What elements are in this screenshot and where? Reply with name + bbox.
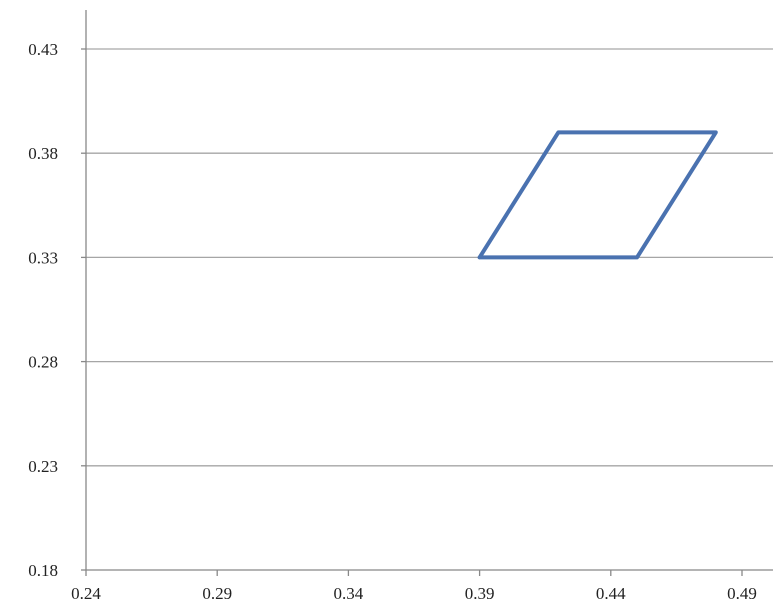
series-layer bbox=[477, 130, 718, 260]
axes bbox=[81, 10, 773, 576]
series-point bbox=[479, 256, 481, 258]
series-line bbox=[477, 130, 718, 260]
y-tick-label: 0.18 bbox=[28, 561, 58, 580]
tick-labels: 0.18 0.23 0.28 0.33 0.38 0.43 0.24 0.29 0.34 0.39… bbox=[28, 40, 757, 603]
x-tick-label: 0.24 bbox=[71, 584, 101, 603]
y-tick-label: 0.43 bbox=[28, 40, 58, 59]
gridlines bbox=[86, 48, 773, 467]
x-tick-label: 0.39 bbox=[465, 584, 495, 603]
x-tick-label: 0.44 bbox=[596, 584, 626, 603]
series-point bbox=[715, 131, 717, 133]
x-tick-label: 0.29 bbox=[202, 584, 232, 603]
y-tick-label: 0.38 bbox=[28, 144, 58, 163]
x-tick-label: 0.34 bbox=[334, 584, 364, 603]
x-tick-label: 0.49 bbox=[727, 584, 757, 603]
y-tick-label: 0.28 bbox=[28, 353, 58, 372]
y-tick-label: 0.33 bbox=[28, 248, 58, 267]
y-tick-label: 0.23 bbox=[28, 457, 58, 476]
series-point bbox=[636, 256, 638, 258]
series-point bbox=[557, 131, 559, 133]
